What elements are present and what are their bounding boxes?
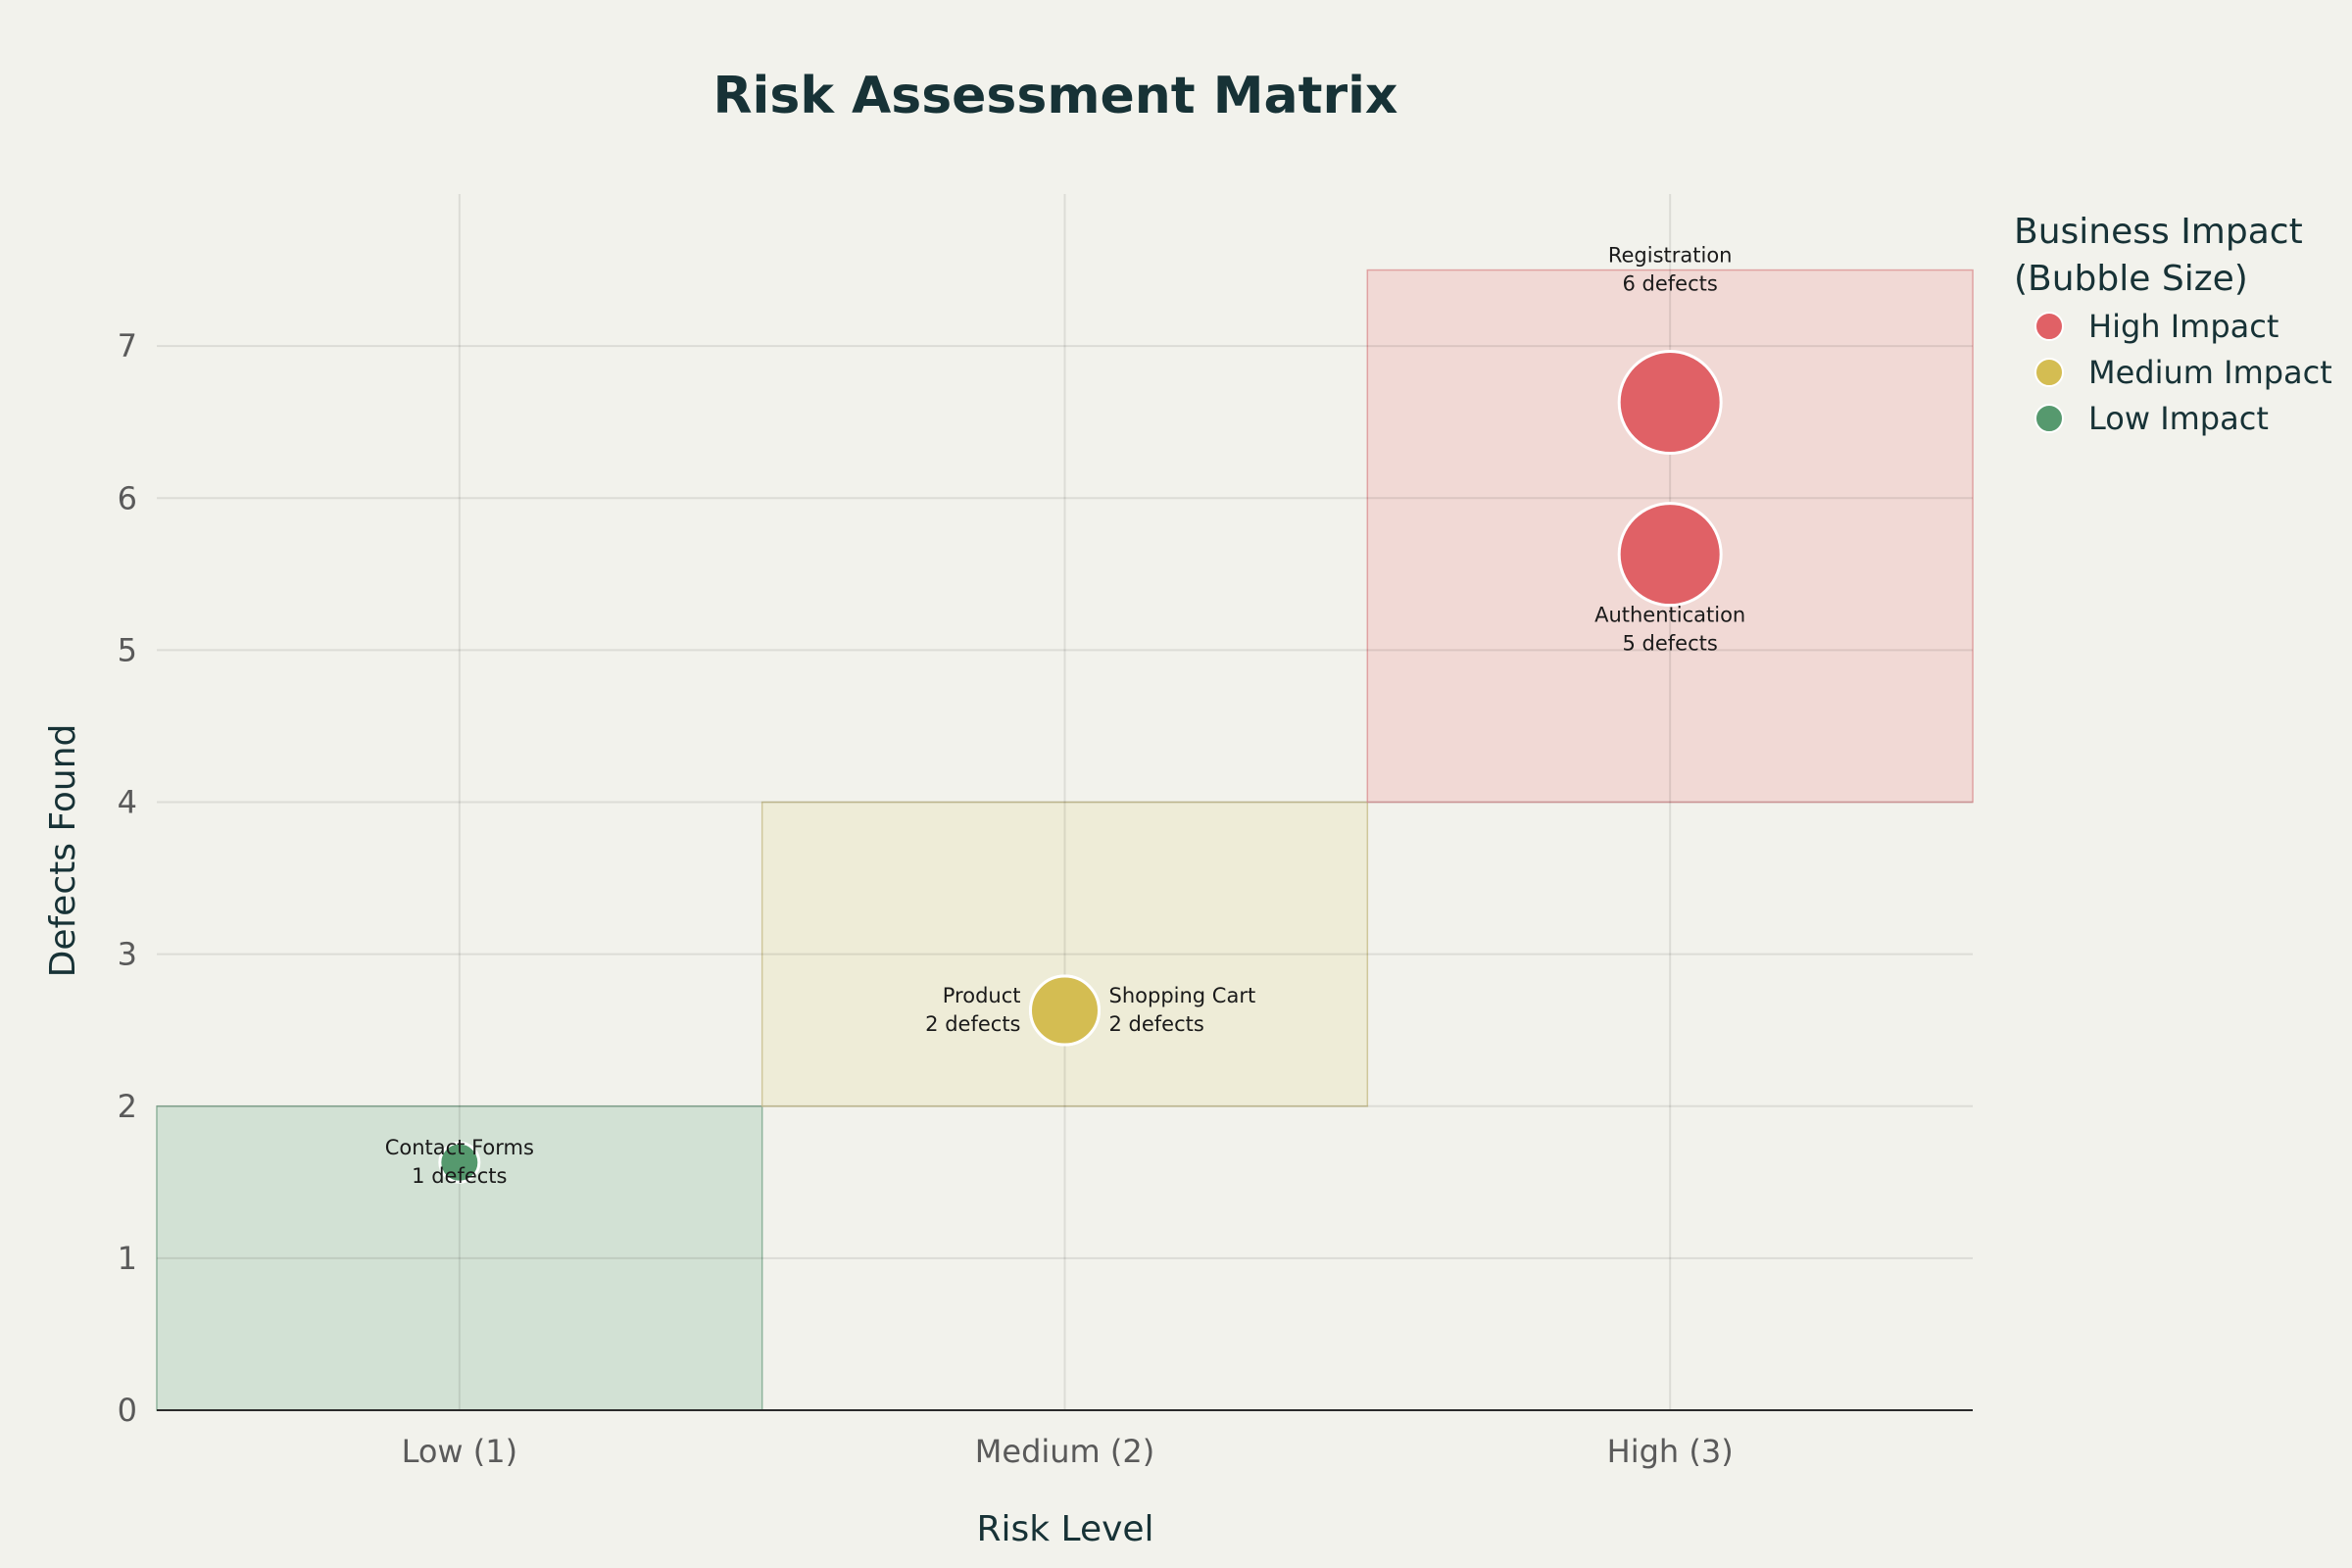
legend-title: Business Impact xyxy=(2014,212,2303,252)
label-authentication-defects: 5 defects xyxy=(1623,632,1718,656)
bubble-shopping-cart xyxy=(1029,974,1101,1047)
label-product: Product xyxy=(943,984,1021,1007)
y-tick-label: 6 xyxy=(118,479,137,516)
grid-lines xyxy=(157,194,1973,1410)
label-contact-forms: Contact Forms xyxy=(385,1136,534,1159)
chart-title: Risk Assessment Matrix xyxy=(713,67,1398,125)
legend-subtitle: (Bubble Size) xyxy=(2014,259,2248,299)
x-tick-label: Medium (2) xyxy=(975,1433,1154,1470)
y-tick-label: 7 xyxy=(118,327,137,365)
label-shopping-cart-defects: 2 defects xyxy=(1109,1012,1204,1036)
y-tick-label: 1 xyxy=(118,1240,137,1277)
label-shopping-cart: Shopping Cart xyxy=(1109,984,1256,1007)
legend: Business Impact (Bubble Size) High Impact M… xyxy=(2014,212,2332,437)
risk-zone-2 xyxy=(760,801,1369,1107)
legend-label-medium-impact: Medium Impact xyxy=(2088,354,2332,391)
x-axis-title: Risk Level xyxy=(976,1509,1153,1549)
label-authentication: Authentication xyxy=(1594,604,1745,627)
axes: 0 1 2 3 4 5 6 7 Low (1) Medium (2) High (3) xyxy=(118,327,1973,1470)
legend-marker-low-impact xyxy=(2034,404,2064,433)
label-registration: Registration xyxy=(1608,244,1733,268)
bubble-labels: Registration 6 defects Authentication 5 def… xyxy=(385,244,1746,1189)
label-product-defects: 2 defects xyxy=(925,1012,1020,1036)
y-tick-label: 2 xyxy=(118,1088,137,1125)
y-axis-title: Defects Found xyxy=(43,724,83,978)
x-tick-label: Low (1) xyxy=(402,1433,518,1470)
legend-marker-high-impact xyxy=(2034,312,2064,341)
bubbles xyxy=(438,350,1723,1184)
legend-marker-medium-impact xyxy=(2034,358,2064,387)
y-tick-label: 0 xyxy=(118,1392,137,1429)
label-contact-forms-defects: 1 defects xyxy=(412,1164,507,1188)
y-tick-label: 4 xyxy=(118,784,137,821)
label-registration-defects: 6 defects xyxy=(1623,272,1718,296)
y-tick-label: 5 xyxy=(118,631,137,668)
bubble-authentication xyxy=(1617,502,1723,608)
legend-label-low-impact: Low Impact xyxy=(2088,400,2269,437)
legend-label-high-impact: High Impact xyxy=(2088,308,2278,345)
bubble-contact-forms xyxy=(438,1141,481,1184)
x-tick-label: High (3) xyxy=(1607,1433,1734,1470)
y-tick-label: 3 xyxy=(118,936,137,973)
bubble-registration xyxy=(1617,350,1723,456)
